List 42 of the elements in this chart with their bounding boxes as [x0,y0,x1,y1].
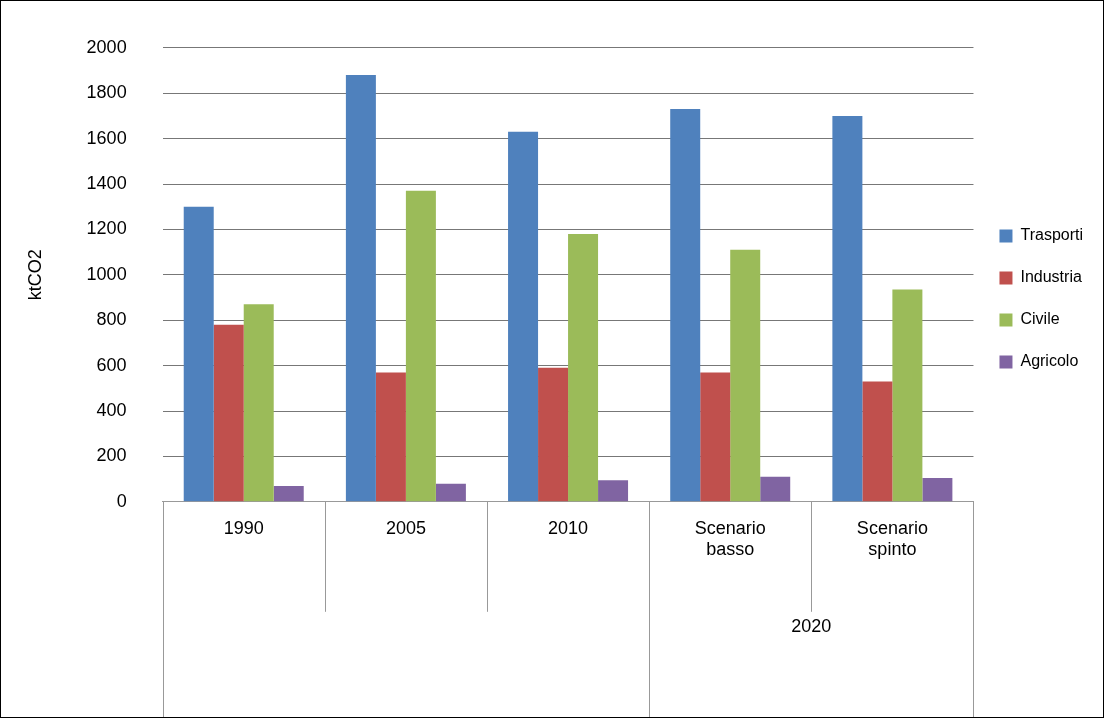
bar [183,206,214,502]
legend-label: Civile [1020,310,1060,328]
y-tick-label: 1600 [86,127,127,148]
bar [892,289,923,502]
bar [213,324,244,502]
text: 2020 [791,615,832,636]
bar [508,131,539,502]
bar [568,233,599,502]
y-tick-label: 1000 [86,263,127,284]
bar [435,483,466,502]
bar [273,485,304,502]
legend-label: Trasporti [1020,226,1083,244]
y-tick-label: 2000 [86,36,127,57]
y-tick-label: 0 [116,490,127,511]
bar [862,381,893,502]
bar [700,372,731,502]
x-tick-label: 2005 [385,517,426,538]
bar [243,304,274,502]
legend-label: Agricolo [1020,352,1079,370]
x-tick-label: 1990 [223,517,264,538]
y-tick-label: 800 [96,309,127,330]
y-tick-label: 400 [96,399,127,420]
x-tick-label: Scenario spinto [856,517,928,560]
y-tick-label: 600 [96,354,127,375]
bar [598,480,629,502]
bar [375,372,406,502]
legend-label: Industria [1020,268,1082,286]
y-tick-label: 1800 [86,82,127,103]
y-axis-title: ktCO2 [24,249,45,301]
bar [832,115,863,502]
y-tick-label: 1400 [86,172,127,193]
bar [538,367,569,502]
y-tick-label: 1200 [86,218,127,239]
bar [405,190,436,502]
bar [670,109,701,502]
x-tick-label: 2010 [548,517,589,538]
bar [760,476,791,502]
bar [345,75,376,502]
x-tick-label: Scenario basso [694,517,766,560]
bar [730,249,761,502]
y-tick-label: 200 [96,445,127,466]
bar [922,477,953,502]
